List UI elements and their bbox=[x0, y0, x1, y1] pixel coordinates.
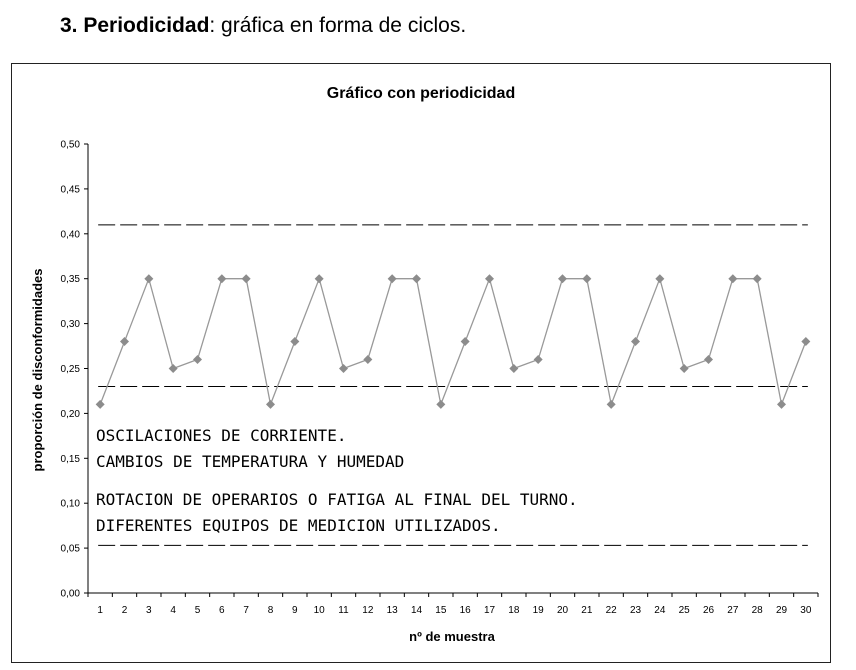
data-point bbox=[801, 337, 811, 347]
x-tick-label: 14 bbox=[411, 605, 423, 616]
x-tick-label: 23 bbox=[630, 605, 642, 616]
data-point bbox=[314, 274, 324, 284]
annotation-4: DIFERENTES EQUIPOS DE MEDICION UTILIZADO… bbox=[96, 516, 501, 535]
x-tick-label: 6 bbox=[219, 605, 225, 616]
data-point bbox=[266, 399, 275, 409]
data-point bbox=[193, 355, 202, 365]
x-tick-label: 19 bbox=[533, 605, 545, 616]
section-number: 3. bbox=[60, 14, 78, 37]
x-tick-label: 16 bbox=[460, 605, 472, 616]
y-tick-label: 0,20 bbox=[61, 409, 81, 420]
y-axis-label: proporción de disconformidades bbox=[30, 269, 45, 472]
x-tick-label: 5 bbox=[195, 605, 201, 616]
data-point bbox=[120, 337, 129, 347]
y-tick-label: 0,50 bbox=[61, 140, 81, 151]
y-tick-label: 0,45 bbox=[61, 184, 81, 195]
data-point bbox=[241, 274, 251, 284]
data-point bbox=[582, 274, 592, 284]
data-point bbox=[144, 274, 154, 284]
data-point bbox=[606, 399, 616, 409]
data-point bbox=[679, 364, 689, 373]
x-tick-label: 4 bbox=[170, 605, 176, 616]
x-tick-label: 25 bbox=[679, 605, 691, 616]
x-tick-label: 3 bbox=[146, 605, 152, 616]
y-tick-label: 0,15 bbox=[61, 454, 81, 465]
data-point bbox=[412, 274, 421, 284]
x-axis-label: nº de muestra bbox=[409, 629, 495, 644]
x-tick-label: 26 bbox=[703, 605, 715, 616]
x-tick-label: 27 bbox=[727, 605, 739, 616]
data-point bbox=[363, 355, 373, 365]
section-subtitle: : gráfica en forma de ciclos. bbox=[209, 14, 467, 37]
data-point bbox=[509, 364, 519, 373]
data-point bbox=[387, 274, 397, 284]
x-tick-label: 7 bbox=[243, 605, 249, 616]
reference-lines bbox=[98, 224, 808, 546]
x-tick-label: 15 bbox=[435, 605, 447, 616]
chart-title: Gráfico con periodicidad bbox=[327, 85, 515, 102]
x-tick-label: 2 bbox=[122, 605, 128, 616]
annotation-2: CAMBIOS DE TEMPERATURA Y HUMEDAD bbox=[96, 452, 405, 471]
x-tick-label: 10 bbox=[314, 605, 326, 616]
x-tick-label: 1 bbox=[97, 605, 103, 616]
x-tick-label: 17 bbox=[484, 605, 496, 616]
y-tick-label: 0,35 bbox=[61, 274, 81, 285]
x-tick-label: 24 bbox=[654, 605, 666, 616]
series-line bbox=[99, 276, 807, 407]
x-tick-label: 12 bbox=[362, 605, 374, 616]
data-point bbox=[95, 399, 105, 409]
data-point bbox=[777, 399, 786, 409]
data-point bbox=[460, 337, 470, 347]
section-title: Periodicidad bbox=[83, 14, 210, 37]
y-tick-label: 0,25 bbox=[61, 364, 81, 375]
axes: 0,00 0,05 0,10 0,15 0,20 0,25 0,30 0,35 0,40 0,45… bbox=[61, 140, 819, 616]
data-point bbox=[752, 274, 762, 284]
data-point bbox=[728, 274, 738, 284]
x-tick-label: 29 bbox=[776, 605, 788, 616]
annotation-3: ROTACION DE OPERARIOS O FATIGA AL FINAL … bbox=[96, 490, 578, 509]
data-point bbox=[533, 355, 543, 365]
annotation-1: OSCILACIONES DE CORRIENTE. bbox=[96, 426, 347, 445]
data-point bbox=[631, 337, 640, 347]
x-tick-label: 20 bbox=[557, 605, 569, 616]
data-series bbox=[95, 274, 811, 409]
x-tick-label: 9 bbox=[292, 605, 298, 616]
section-heading-bold: 3. Periodicidad bbox=[60, 14, 209, 37]
y-tick-label: 0,00 bbox=[61, 589, 81, 600]
x-tick-label: 22 bbox=[606, 605, 618, 616]
y-tick-label: 0,30 bbox=[61, 319, 81, 330]
x-tick-label: 11 bbox=[338, 605, 349, 616]
y-tick-label: 0,10 bbox=[61, 499, 81, 510]
data-point bbox=[168, 364, 178, 373]
data-point bbox=[655, 274, 665, 284]
data-point bbox=[485, 274, 494, 284]
y-tick-label: 0,05 bbox=[61, 544, 81, 555]
data-point bbox=[290, 337, 300, 347]
section-heading: 3. Periodicidad: gráfica en forma de cic… bbox=[60, 14, 466, 38]
chart-frame bbox=[11, 63, 831, 663]
data-point bbox=[704, 355, 713, 365]
x-tick-label: 18 bbox=[508, 605, 520, 616]
y-tick-label: 0,40 bbox=[61, 229, 81, 240]
data-point bbox=[339, 364, 348, 373]
data-point bbox=[436, 399, 446, 409]
x-tick-label: 8 bbox=[268, 605, 274, 616]
data-point bbox=[558, 274, 567, 284]
x-tick-label: 21 bbox=[581, 605, 593, 616]
x-tick-label: 13 bbox=[387, 605, 399, 616]
data-point bbox=[217, 274, 227, 284]
x-tick-label: 30 bbox=[800, 605, 812, 616]
x-tick-label: 28 bbox=[752, 605, 764, 616]
